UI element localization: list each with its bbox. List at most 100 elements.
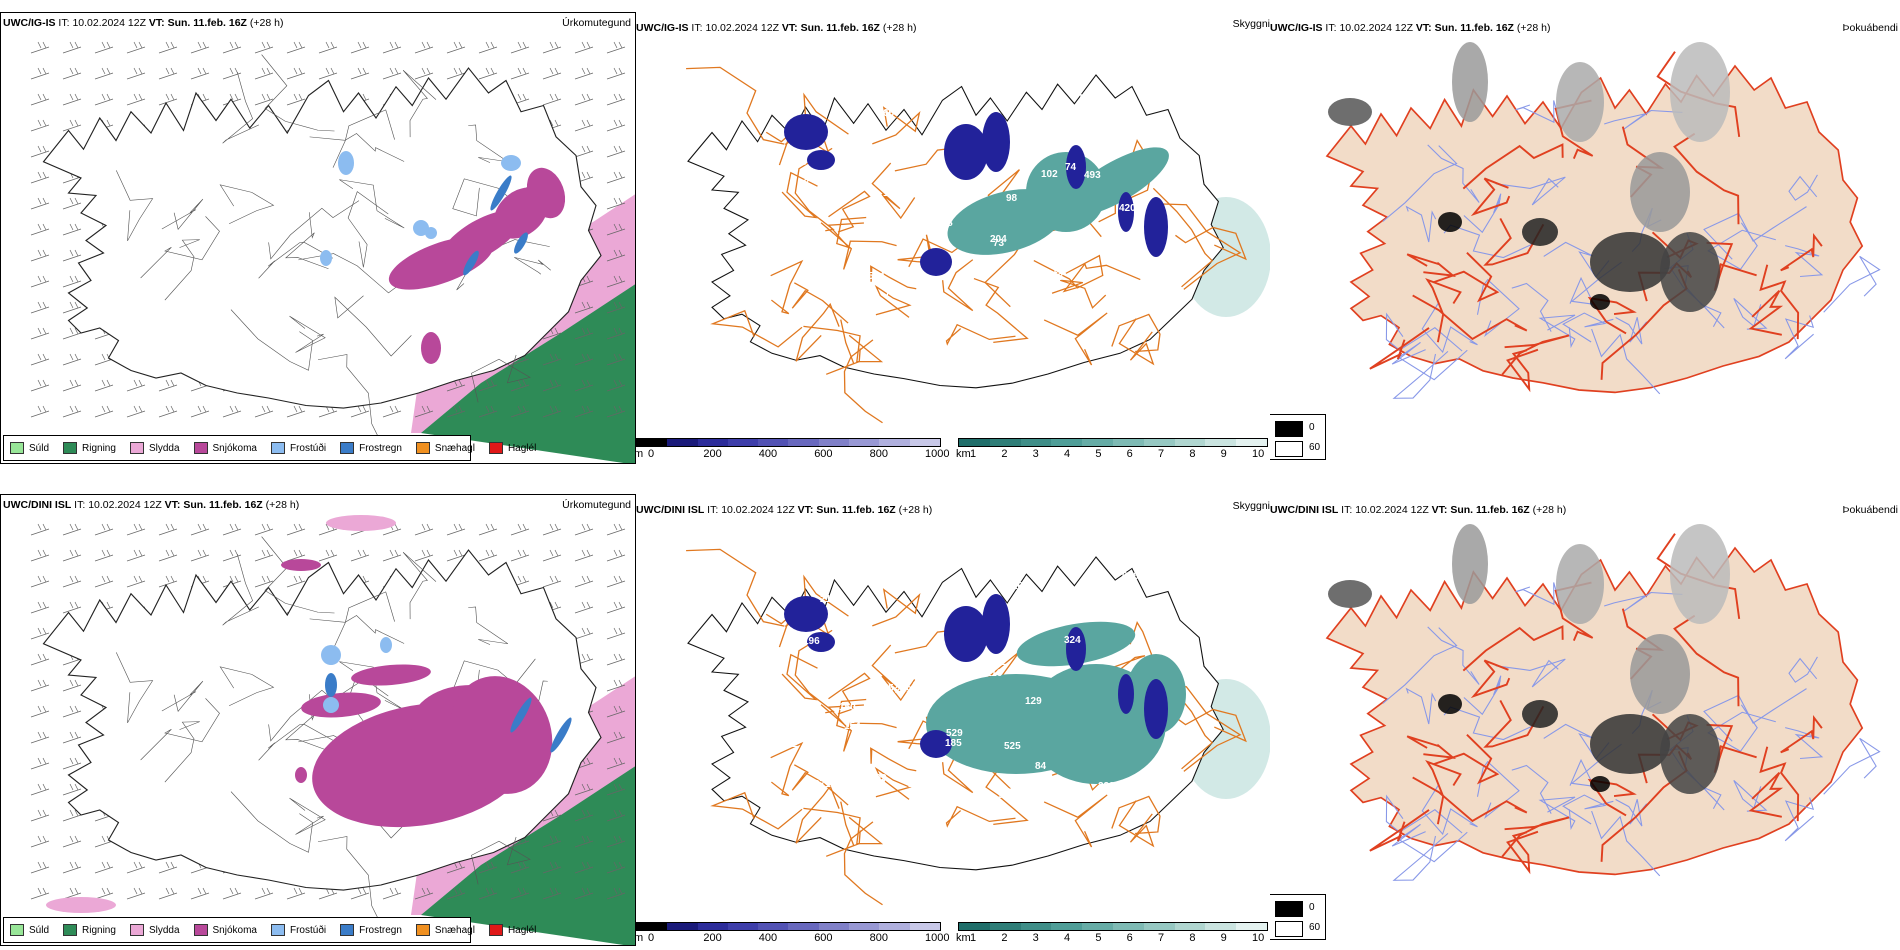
scale-color-step: [1174, 923, 1206, 930]
valid-time: Sun. 11.feb. 16Z: [1434, 22, 1514, 34]
rivers-segment: [1604, 109, 1683, 130]
wind-barb: [574, 145, 594, 158]
scale-color-step: [1143, 923, 1175, 930]
wind-barb: [30, 405, 50, 418]
roads-segment: [115, 652, 154, 724]
roads-segment: [1043, 312, 1108, 366]
wind-barb: [510, 405, 530, 418]
legend-swatch: [129, 924, 144, 936]
rivers-segment: [1427, 144, 1480, 203]
wind-barb: [318, 41, 338, 54]
wind-barb: [478, 379, 498, 392]
visibility-value: 16: [1052, 265, 1064, 276]
scale-tick-label: 5: [1095, 932, 1102, 944]
scale-color-step: [788, 439, 819, 446]
roads-segment: [258, 241, 334, 279]
visibility-value: 420: [1119, 203, 1136, 214]
rivers-segment: [1476, 760, 1520, 820]
wind-barb: [606, 275, 626, 288]
scale-tick-label: 1000: [925, 932, 950, 944]
visibility-value: 229: [1098, 781, 1115, 792]
legend-swatch: [63, 442, 78, 454]
visibility-value: 132: [999, 278, 1016, 289]
scale-tick-label: 3: [1032, 448, 1039, 460]
wind-barb: [606, 145, 626, 158]
wind-barb: [606, 653, 626, 666]
legend-item: Haglél: [488, 442, 536, 454]
scale-color-step: [909, 439, 940, 446]
wind-barb: [382, 405, 402, 418]
wind-barb: [158, 405, 178, 418]
legend-item: Haglél: [488, 924, 536, 936]
freezing-rain-area: [514, 232, 528, 254]
wind-barb: [94, 523, 114, 536]
scale-color-step: [1112, 439, 1144, 446]
legend-swatch: [340, 442, 355, 454]
wind-barb: [94, 549, 114, 562]
roads-segment: [945, 323, 1016, 346]
wind-barb: [94, 41, 114, 54]
roads-segment: [164, 721, 200, 783]
scale-tick-label: 800: [869, 932, 888, 944]
roads-segment: [843, 821, 883, 906]
wind-barb: [446, 523, 466, 536]
visibility-value: 209: [895, 685, 912, 696]
wind-barb: [30, 809, 50, 822]
wind-barb: [478, 67, 498, 80]
roads-segment: [710, 791, 803, 830]
visibility-value: 98: [1006, 193, 1018, 204]
model-name: UWC/IG-IS: [1270, 22, 1323, 34]
rivers-segment: [1538, 314, 1576, 349]
roads-segment: [874, 284, 912, 318]
visibility-value: 606: [1122, 571, 1139, 582]
wind-barb: [318, 67, 338, 80]
rivers-segment: [1392, 832, 1449, 881]
roads-segment: [140, 698, 220, 761]
wind-barb: [606, 93, 626, 106]
scale-color-step: [1082, 439, 1113, 446]
wind-barb: [30, 549, 50, 562]
roads-segment: [765, 574, 849, 625]
roads-segment: [791, 282, 849, 324]
rivers-segment: [1733, 298, 1768, 330]
wind-barb: [350, 405, 370, 418]
roads-segment: [1506, 348, 1539, 393]
visibility-value: 175: [877, 683, 894, 694]
visibility-scale-meters: [636, 438, 941, 447]
wind-barb: [414, 41, 434, 54]
rivers-segment: [1703, 206, 1807, 260]
wind-barb: [62, 835, 82, 848]
wind-barb: [126, 575, 146, 588]
wind-barb: [542, 575, 562, 588]
visibility-value: 104: [935, 208, 952, 219]
scale-unit: m: [636, 448, 644, 460]
rivers-segment: [1591, 810, 1661, 877]
legend-swatch: [63, 924, 78, 936]
panel-title: UWC/IG-IS IT: 10.02.2024 12Z VT: Sun. 11…: [1270, 22, 1551, 34]
scale-color-step: [758, 923, 789, 930]
wind-barb: [94, 861, 114, 874]
legend-label: Slydda: [148, 442, 180, 454]
legend-item: Rigning: [63, 924, 116, 936]
visibility-value: 219: [804, 567, 821, 578]
roads-segment: [514, 257, 551, 275]
roads-segment: [765, 92, 849, 143]
scale-color-step: [879, 439, 910, 446]
scale-color-step: [959, 439, 990, 446]
visibility-value: 196: [803, 636, 820, 647]
roads-segment: [1483, 699, 1545, 748]
wind-barb: [510, 379, 530, 392]
wind-barb: [606, 353, 626, 366]
wind-barb: [382, 67, 402, 80]
wind-barb: [574, 887, 594, 900]
freezing-drizzle-area: [380, 637, 392, 653]
wind-barb: [30, 327, 50, 340]
wind-barb: [126, 41, 146, 54]
scale-tick-label: 7: [1158, 448, 1165, 460]
wind-barb: [158, 575, 178, 588]
rivers-segment: [1476, 278, 1520, 338]
wind-barb: [254, 67, 274, 80]
roads-segment: [781, 171, 818, 219]
wind-barb: [94, 379, 114, 392]
scale-color-step: [1174, 439, 1206, 446]
